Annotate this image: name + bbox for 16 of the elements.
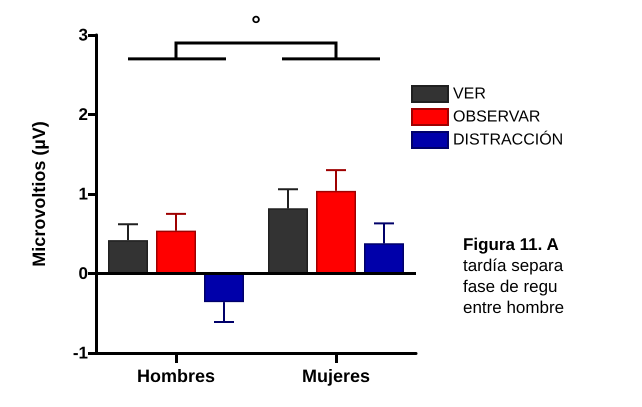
y-axis-title: Microvoltios (µV) — [29, 121, 49, 267]
text: Figura 11. A — [463, 235, 559, 254]
text: tardía separa — [463, 256, 564, 275]
text: entre hombre — [463, 298, 564, 317]
y-tick-label: -1 — [72, 344, 88, 362]
y-tick-label: 3 — [78, 26, 88, 44]
text: fase de regu — [463, 277, 558, 296]
x-tick-label: Hombres — [136, 366, 216, 386]
y-tick-label: 0 — [78, 264, 88, 283]
annotation: ° — [251, 11, 261, 38]
legend-label: DISTRACCIÓN — [453, 130, 564, 148]
legend-label: VER — [453, 86, 486, 102]
x-tick-label: Mujeres — [302, 366, 370, 386]
y-tick-label: 1 — [78, 184, 88, 204]
y-tick-label: 2 — [78, 105, 88, 124]
legend-label: OBSERVAR — [453, 108, 540, 126]
